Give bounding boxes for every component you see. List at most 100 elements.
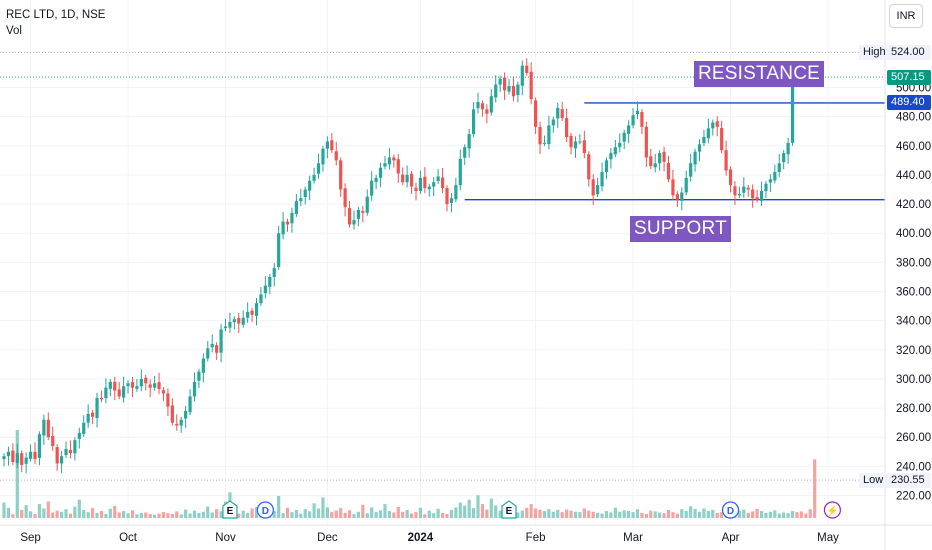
candle-body [303,189,307,198]
volume-bar [697,511,702,518]
earnings-icon[interactable]: E [222,500,238,519]
volume-bar [2,502,6,518]
y-tick-label: 300.00 [896,374,931,386]
volume-bar [604,511,609,518]
volume-bar [622,510,626,518]
resistance-annotation[interactable]: RESISTANCE [694,61,825,87]
volume-bar [565,509,569,518]
candle-body [108,381,112,389]
volume-bar [498,510,502,518]
volume-bar [135,514,139,518]
candle-body [77,432,81,439]
event-markers[interactable]: E D E D ⚡ [222,500,842,519]
candle-body [387,157,392,165]
candle-body [241,317,245,325]
volume-bar [122,511,126,518]
candle-body [458,158,462,186]
candle-body [662,151,666,162]
volume-bar [86,512,90,518]
volume-bar [352,513,356,518]
candle-body [122,386,126,398]
earnings-badge-shape [222,500,238,519]
candle-body [356,209,360,219]
volume-bar [427,510,431,518]
candle-body [370,180,374,196]
volume-bar [184,509,188,518]
volume-bar [813,459,817,518]
volume-indicator-label[interactable]: Vol [6,25,22,37]
trend-lines[interactable] [464,102,885,201]
volume-bar [157,513,161,518]
volume-bar [55,510,59,518]
candle-body [383,163,387,167]
candle-body [507,86,511,92]
symbol-title[interactable]: REC LTD, 1D, NSE [6,9,106,21]
volume-bar [600,513,604,518]
volume-bar [551,511,555,518]
price-axis[interactable]: 220.00 240.00 260.00 280.00 300.00 320.00 340.… [884,0,931,550]
candle-body [520,65,524,86]
candle-body [148,384,152,388]
dividend-icon[interactable]: D [721,501,740,519]
candle-body [693,151,697,165]
volume-bar [24,505,28,518]
earnings-icon[interactable]: E [501,500,517,519]
candle-body [790,77,795,143]
event-marker-label: ⚡ [826,504,838,517]
candle-body [259,294,263,304]
time-axis[interactable]: Sep Oct Nov Dec 2024 Feb Mar Apr May [0,524,932,544]
candle-body [476,102,480,109]
volume-bar [476,495,480,518]
candle-body [777,163,781,173]
volume-bar [82,509,86,518]
candle-body [582,140,586,154]
candle-body [675,194,679,200]
volume-bar [20,509,24,518]
volume-bar [179,514,183,518]
y-tick-label: 340.00 [896,316,931,328]
volume-bar [117,512,121,518]
candle-body [197,371,201,381]
volume-bar [640,512,644,518]
currency-button[interactable]: INR [889,4,923,28]
volume-bar [334,510,338,518]
candle-body [37,434,42,458]
candle-body [440,177,445,189]
volume-bar [609,512,613,518]
volume-bar [51,512,55,518]
x-tick-label: Oct [119,532,138,544]
x-tick-label: May [817,532,839,544]
volume-bar [613,507,617,518]
volume-bar [449,509,454,518]
candle-body [684,177,688,193]
candle-body [55,447,59,464]
candle-body [653,163,657,168]
volume-bar [104,513,108,518]
dividend-icon[interactable]: D [256,501,274,519]
volume-bar [99,511,104,518]
candle-body [405,174,409,183]
volume-bar [108,508,112,518]
candle-body [316,163,321,174]
volume-bar [197,512,201,518]
volume-bar [445,513,449,518]
candle-body [471,109,476,135]
candle-body [724,150,728,171]
candle-body [697,144,702,152]
candle-body [627,125,631,134]
candle-body [135,386,139,389]
support-annotation[interactable]: SUPPORT [630,216,731,242]
candlesticks [2,58,795,474]
volume-bar [308,511,312,518]
x-tick-label: Mar [623,532,643,544]
candle-body [432,182,436,187]
candle-body [144,377,148,384]
candle-body [2,456,6,460]
candle-body [374,177,378,182]
lightning-icon[interactable]: ⚡ [823,501,842,519]
candle-body [339,160,343,190]
candle-body [737,193,741,196]
candle-body [755,197,759,200]
volume-bar [126,513,130,518]
